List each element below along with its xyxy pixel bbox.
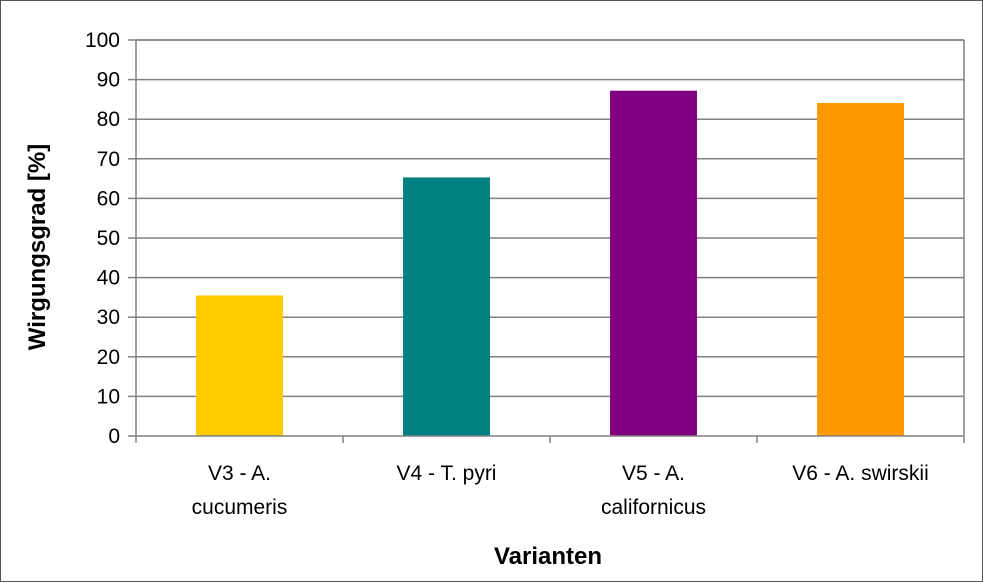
y-tick-label: 100 — [85, 29, 120, 52]
x-axis-title: Varianten — [494, 543, 602, 570]
y-tick-label: 40 — [97, 267, 120, 290]
y-tick-label: 70 — [97, 148, 120, 171]
bar — [403, 177, 490, 437]
y-tick-label: 10 — [97, 385, 120, 408]
x-tick-label: V4 - T. pyri — [397, 462, 497, 485]
y-axis-title: Wirgungsgrad [%] — [24, 144, 51, 350]
x-tick-label: V3 - A. cucumeris — [192, 462, 288, 519]
y-tick-label: 90 — [97, 69, 120, 92]
x-tick-labels: V3 - A. cucumeris V4 - T. pyri V5 - A. calif… — [192, 462, 929, 519]
y-tick-label: 0 — [108, 425, 120, 448]
axes — [128, 39, 965, 443]
y-tick-label: 60 — [97, 187, 120, 210]
x-tick-label: V5 - A. californicus — [601, 462, 706, 519]
y-tick-label: 80 — [97, 108, 120, 131]
y-tick-label: 20 — [97, 346, 120, 369]
y-tick-labels: 0 10 20 30 40 50 60 70 80 90 100 — [85, 29, 120, 448]
y-tick-label: 30 — [97, 306, 120, 329]
bars — [196, 90, 904, 437]
y-tick-label: 50 — [97, 227, 120, 250]
bar — [610, 90, 697, 437]
bar — [817, 102, 904, 437]
x-tick-label: V6 - A. swirskii — [792, 462, 929, 485]
bar — [196, 295, 283, 436]
